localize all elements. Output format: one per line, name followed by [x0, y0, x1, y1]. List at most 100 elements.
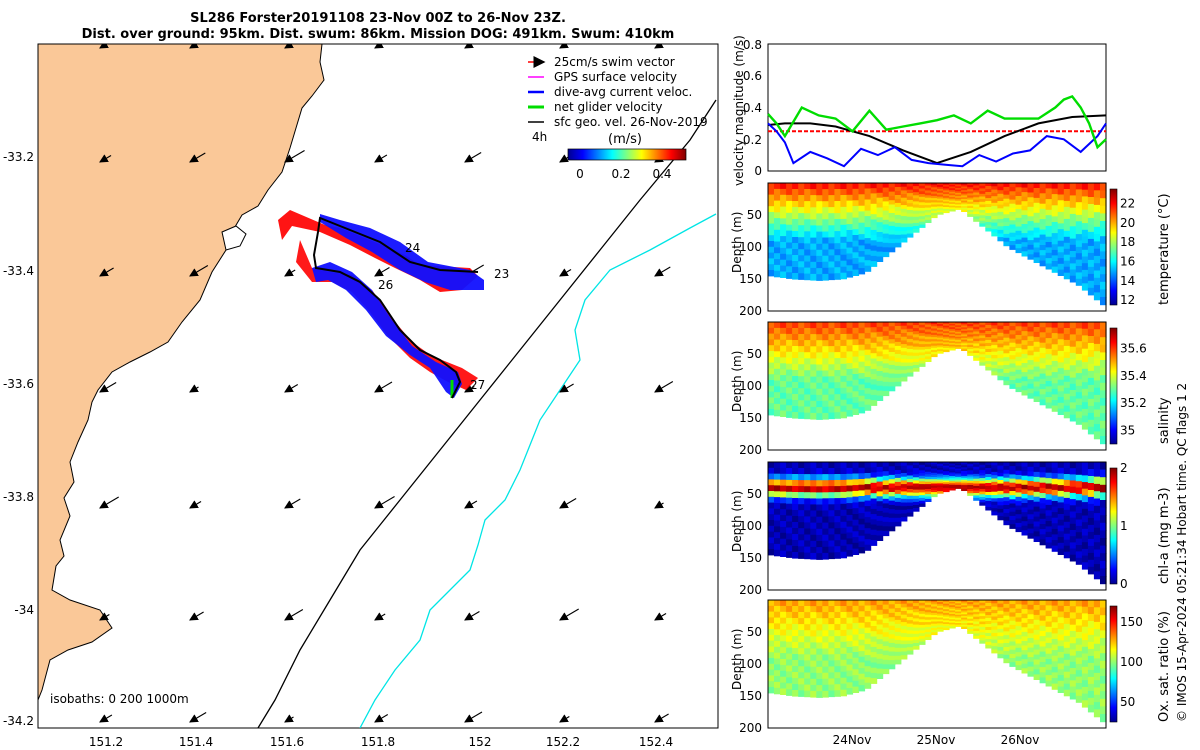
section-cell [900, 205, 908, 210]
section-cell [906, 650, 914, 655]
section-cell [1093, 277, 1101, 286]
geostrophic-vector [654, 612, 667, 621]
section-cell [894, 600, 902, 605]
section-cell [858, 496, 866, 503]
section-cell [828, 552, 835, 560]
section-cell [1009, 524, 1016, 529]
section-cell [888, 322, 896, 327]
section-cell [1033, 496, 1041, 503]
section-cell [816, 468, 823, 475]
section-cell [1057, 374, 1065, 381]
section-cell [768, 537, 775, 544]
section-cell [840, 212, 847, 220]
section-cell [774, 623, 781, 630]
section-cell [1015, 617, 1023, 623]
section-cell [780, 218, 787, 225]
section-cell [1081, 528, 1089, 537]
section-cell [997, 215, 1004, 220]
section-cell [961, 470, 968, 474]
section-cell [768, 605, 775, 613]
section-cell [1087, 391, 1095, 400]
section-cell [1039, 534, 1047, 541]
section-cell [1039, 373, 1047, 380]
section-cell [997, 361, 1004, 366]
section-cell [840, 629, 847, 637]
section-cell [816, 225, 823, 233]
section-cell [810, 201, 817, 208]
section-cell [906, 489, 914, 493]
section-cell [1003, 233, 1010, 239]
section-cell [997, 329, 1004, 334]
section-cell [918, 185, 926, 190]
section-cell [870, 394, 878, 401]
section-cell [870, 514, 878, 520]
section-cell [864, 199, 872, 206]
section-cell [768, 520, 775, 527]
section-cell [846, 485, 854, 492]
section-cell [991, 348, 998, 353]
section-cell [792, 462, 799, 469]
section-cell [1021, 381, 1029, 387]
section-cell [906, 468, 914, 473]
section-cell [1009, 511, 1016, 517]
section-cell [894, 230, 902, 236]
section-cell [810, 195, 817, 202]
section-cell [1045, 183, 1053, 189]
title-line-2: Dist. over ground: 95km. Dist. swum: 86k… [82, 27, 675, 42]
section-cell [852, 333, 860, 340]
section-cell [1069, 643, 1077, 651]
section-cell [1093, 219, 1101, 228]
section-cell [1063, 515, 1071, 523]
section-cell [840, 479, 847, 487]
section-cell [997, 472, 1004, 477]
section-cell [852, 258, 860, 265]
section-cell [858, 605, 866, 612]
section-cell [834, 243, 841, 250]
section-cell [991, 646, 998, 651]
section-cell [943, 333, 950, 336]
section-cell [822, 376, 829, 384]
section-cell [810, 237, 817, 245]
section-cell [840, 659, 847, 667]
section-cell [810, 243, 817, 251]
section-cell [1039, 625, 1047, 632]
section-cell [894, 517, 902, 523]
section-cell [1051, 405, 1059, 412]
section-cell [918, 216, 926, 220]
section-cell [1057, 531, 1065, 538]
section-cell [828, 492, 835, 499]
section-cell [840, 497, 847, 505]
section-cell [937, 206, 944, 209]
section-cell [943, 611, 950, 614]
section-cell [1087, 462, 1095, 470]
section-cell [768, 188, 775, 196]
section-cell [1087, 697, 1095, 706]
section-cell [870, 477, 878, 484]
section-cell [900, 502, 908, 507]
section-cell [900, 465, 908, 470]
section-y-tick: 200 [739, 443, 762, 457]
colorbar-tick: 14 [1120, 274, 1135, 288]
section-cell [1063, 641, 1071, 649]
section-cell [961, 607, 968, 610]
section-cell [816, 618, 823, 625]
section-cell [991, 322, 998, 326]
section-cell [1057, 194, 1065, 201]
section-cell [1033, 188, 1041, 194]
section-cell [1015, 196, 1023, 201]
section-cell [949, 619, 956, 622]
section-cell [1051, 383, 1059, 390]
section-cell [943, 210, 950, 214]
section-cell [997, 183, 1004, 188]
section-cell [900, 336, 908, 341]
section-cell [1063, 647, 1071, 655]
section-cell [1087, 662, 1095, 671]
section-cell [870, 493, 878, 499]
section-cell [822, 648, 829, 656]
section-cell [1045, 537, 1053, 544]
section-cell [786, 387, 793, 395]
section-cell [846, 247, 854, 255]
section-cell [961, 465, 968, 468]
section-cell [858, 256, 866, 263]
section-cell [967, 187, 974, 190]
